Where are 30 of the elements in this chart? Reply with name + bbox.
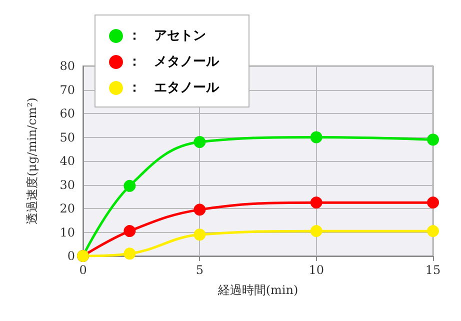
legend-label: ： エタノール xyxy=(128,80,220,96)
point xyxy=(310,131,322,144)
y-tick-label: 40 xyxy=(60,154,75,168)
y-tick-label: 0 xyxy=(67,249,75,263)
point xyxy=(427,196,439,209)
y-axis-title: 透過速度(μg/min/cm²) xyxy=(25,98,39,224)
point xyxy=(310,225,322,238)
x-tick-label: 0 xyxy=(79,263,87,277)
point xyxy=(427,134,439,146)
y-tick-label: 20 xyxy=(60,202,75,216)
y-tick-label: 80 xyxy=(60,59,75,73)
point xyxy=(194,136,206,148)
legend-label: ： アセトン xyxy=(128,28,206,44)
y-tick-label: 50 xyxy=(60,130,75,144)
point xyxy=(124,180,136,192)
point xyxy=(194,204,206,216)
point xyxy=(124,248,136,260)
point xyxy=(427,225,439,238)
y-tick-label: 30 xyxy=(60,178,75,192)
point xyxy=(194,228,206,241)
x-tick-label: 10 xyxy=(308,263,324,277)
y-tick-label: 60 xyxy=(60,106,75,120)
x-tick-label: 15 xyxy=(425,263,441,277)
legend-label: ： メタノール xyxy=(128,54,220,70)
x-axis-title: 経過時間(min) xyxy=(216,283,298,297)
x-tick-label: 5 xyxy=(196,263,204,277)
y-tick-label: 10 xyxy=(60,225,75,240)
point xyxy=(124,225,136,238)
point xyxy=(310,196,322,209)
y-tick-label: 70 xyxy=(60,82,75,97)
